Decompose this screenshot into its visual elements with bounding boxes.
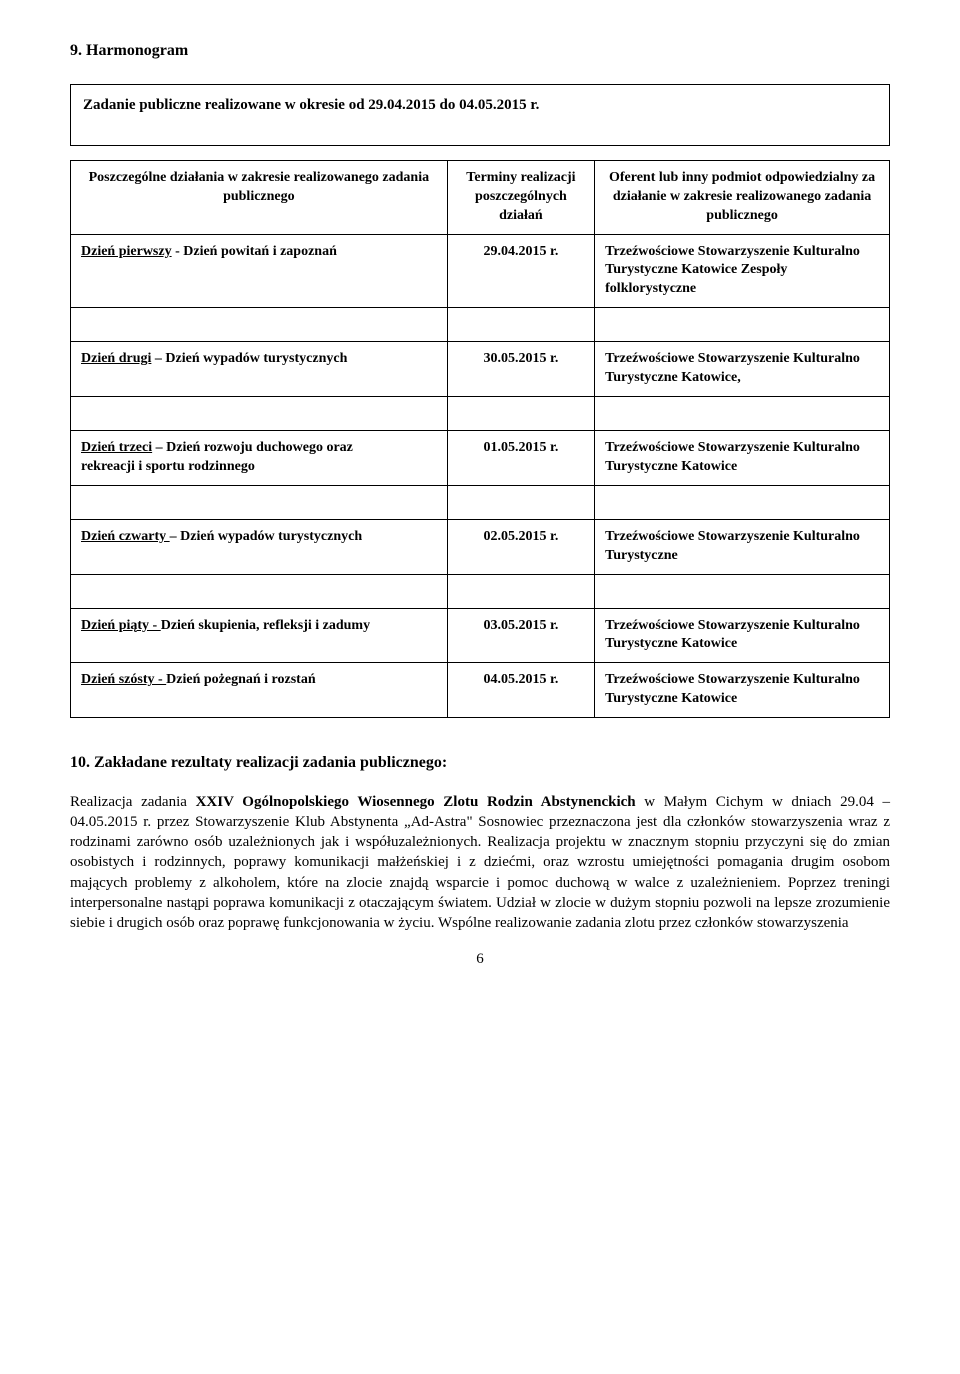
row-label-underline: Dzień czwarty [81, 529, 170, 544]
row-label-cell: Dzień piąty - Dzień skupienia, refleksji… [71, 608, 448, 663]
body-part2: w Małym Cichym w dniach 29.04 – 04.05.20… [70, 794, 890, 932]
row-offer: Trzeźwościowe Stowarzyszenie Kulturalno … [595, 342, 890, 397]
row-label-cell: Dzień drugi – Dzień wypadów turystycznyc… [71, 342, 448, 397]
body-part1: Realizacja zadania [70, 794, 196, 810]
row-date: 02.05.2015 r. [447, 519, 594, 574]
row-offer: Trzeźwościowe Stowarzyszenie Kulturalno … [595, 234, 890, 308]
spacer-row [71, 396, 890, 430]
row-offer: Trzeźwościowe Stowarzyszenie Kulturalno … [595, 663, 890, 718]
header-col1: Poszczególne działania w zakresie realiz… [71, 160, 448, 234]
row-label-line2: rekreacji i sportu rodzinnego [81, 459, 255, 474]
table-row: Dzień czwarty – Dzień wypadów turystyczn… [71, 519, 890, 574]
table-row: Dzień szósty - Dzień pożegnań i rozstań … [71, 663, 890, 718]
header-col3: Oferent lub inny podmiot odpowiedzialny … [595, 160, 890, 234]
row-label-rest: – Dzień wypadów turystycznych [170, 529, 363, 544]
body-paragraph: Realizacja zadania XXIV Ogólnopolskiego … [70, 792, 890, 934]
row-label-rest: - Dzień powitań i zapoznań [172, 244, 337, 259]
table-row: Dzień trzeci – Dzień rozwoju duchowego o… [71, 430, 890, 485]
table-row: Dzień pierwszy - Dzień powitań i zapozna… [71, 234, 890, 308]
section-10-heading: 10. Zakładane rezultaty realizacji zadan… [70, 752, 890, 774]
section-9-heading: 9. Harmonogram [70, 40, 890, 62]
row-offer: Trzeźwościowe Stowarzyszenie Kulturalno … [595, 519, 890, 574]
row-label-underline: Dzień drugi [81, 351, 151, 366]
row-label-underline: Dzień piąty - [81, 618, 161, 633]
spacer-row [71, 308, 890, 342]
row-offer: Trzeźwościowe Stowarzyszenie Kulturalno … [595, 430, 890, 485]
schedule-table: Poszczególne działania w zakresie realiz… [70, 160, 890, 718]
row-date: 30.05.2015 r. [447, 342, 594, 397]
row-date: 01.05.2015 r. [447, 430, 594, 485]
row-label-rest: – Dzień rozwoju duchowego oraz [152, 440, 353, 455]
table-header-row: Poszczególne działania w zakresie realiz… [71, 160, 890, 234]
period-text: Zadanie publiczne realizowane w okresie … [83, 97, 539, 113]
row-label-rest: Dzień skupienia, refleksji i zadumy [161, 618, 370, 633]
table-row: Dzień piąty - Dzień skupienia, refleksji… [71, 608, 890, 663]
row-date: 29.04.2015 r. [447, 234, 594, 308]
row-label-cell: Dzień szósty - Dzień pożegnań i rozstań [71, 663, 448, 718]
row-label-rest: Dzień pożegnań i rozstań [166, 672, 315, 687]
row-label-underline: Dzień trzeci [81, 440, 152, 455]
table-row: Dzień drugi – Dzień wypadów turystycznyc… [71, 342, 890, 397]
row-label-cell: Dzień pierwszy - Dzień powitań i zapozna… [71, 234, 448, 308]
header-col2: Terminy realizacji poszczególnych działa… [447, 160, 594, 234]
row-label-rest: – Dzień wypadów turystycznych [151, 351, 347, 366]
row-date: 03.05.2015 r. [447, 608, 594, 663]
period-box: Zadanie publiczne realizowane w okresie … [70, 84, 890, 146]
page-number: 6 [70, 949, 890, 969]
row-date: 04.05.2015 r. [447, 663, 594, 718]
spacer-row [71, 574, 890, 608]
row-label-cell: Dzień czwarty – Dzień wypadów turystyczn… [71, 519, 448, 574]
row-label-underline: Dzień pierwszy [81, 244, 172, 259]
body-bold: XXIV Ogólnopolskiego Wiosennego Zlotu Ro… [196, 794, 636, 810]
row-offer: Trzeźwościowe Stowarzyszenie Kulturalno … [595, 608, 890, 663]
spacer-row [71, 485, 890, 519]
row-label-underline: Dzień szósty - [81, 672, 166, 687]
row-label-cell: Dzień trzeci – Dzień rozwoju duchowego o… [71, 430, 448, 485]
